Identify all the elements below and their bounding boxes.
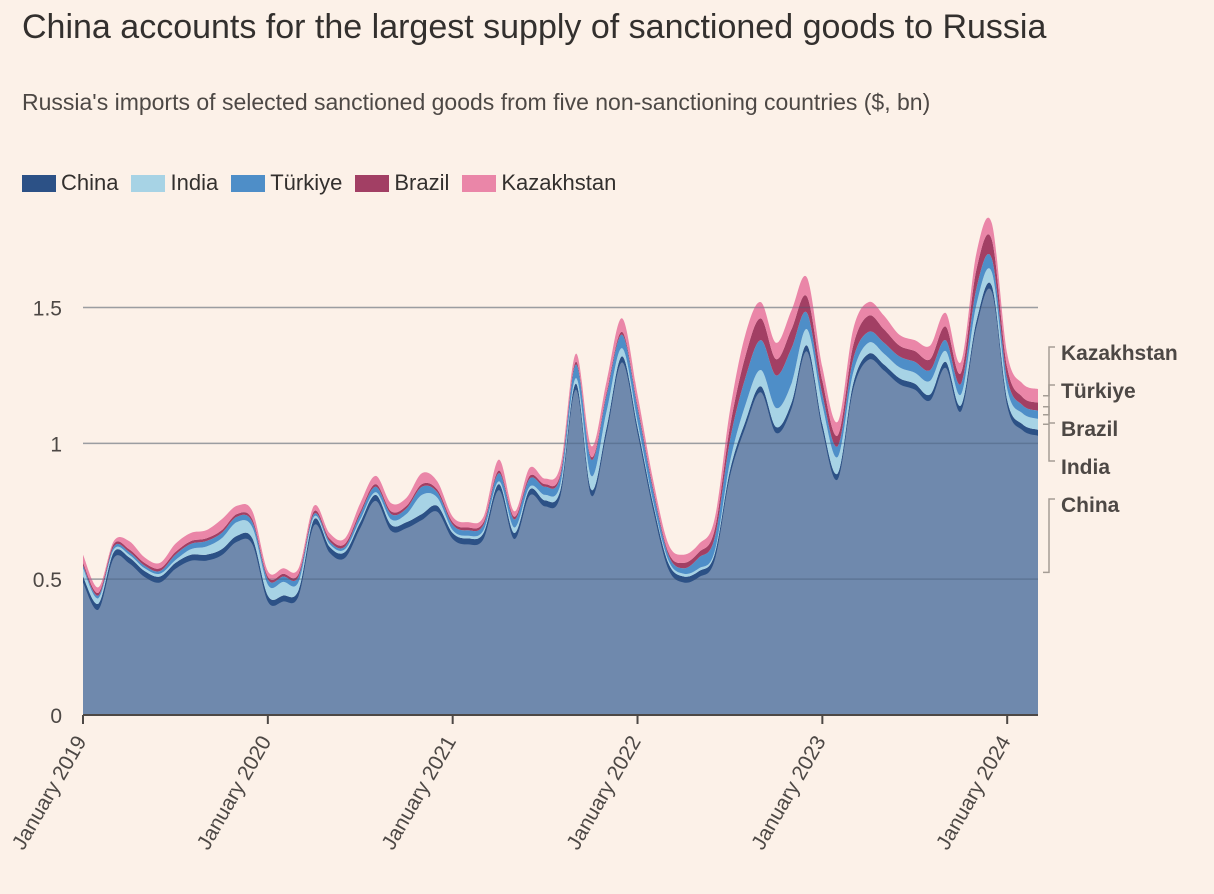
legend-label-india: India (170, 170, 219, 195)
end-label-kazakhstan: Kazakhstan (1061, 342, 1178, 365)
y-tick-label: 1 (50, 433, 62, 456)
legend-item-china: China (22, 170, 118, 196)
end-label-brazil: Brazil (1061, 418, 1118, 441)
legend-label-brazil: Brazil (394, 170, 450, 195)
legend-swatch-india (131, 174, 166, 192)
end-label-china: China (1061, 494, 1120, 517)
x-tick-label: January 2024 (932, 732, 1016, 854)
area-china-body (83, 288, 1038, 715)
end-label-india: India (1061, 456, 1110, 479)
end-label-connector (1043, 346, 1055, 397)
legend-item-india: India (131, 170, 218, 196)
legend-swatch-turkiye (231, 174, 266, 192)
y-tick-label: 0.5 (33, 569, 62, 592)
legend-label-kazakhstan: Kazakhstan (501, 170, 617, 195)
end-labels: Kazakhstan Türkiye Brazil India China (1043, 342, 1178, 574)
end-label-connector (1043, 384, 1055, 416)
legend-swatch-brazil (355, 174, 390, 192)
legend-item-turkiye: Türkiye (231, 170, 342, 196)
x-tick-label: January 2019 (8, 732, 92, 854)
y-tick-label: 0 (50, 705, 62, 728)
x-tick-label: January 2022 (562, 732, 646, 854)
area-series (83, 217, 1038, 715)
chart-legend: China India Türkiye Brazil Kazakhstan (22, 170, 629, 196)
x-tick-label: January 2020 (193, 732, 277, 854)
end-label-trkiye: Türkiye (1061, 380, 1136, 403)
legend-item-kazakhstan: Kazakhstan (462, 170, 616, 196)
legend-label-turkiye: Türkiye (270, 170, 343, 195)
legend-label-china: China (61, 170, 119, 195)
chart-title: China accounts for the largest supply of… (22, 8, 1047, 46)
axes: January 2019 January 2020 January 2021 Janu… (8, 714, 1038, 854)
x-tick-label: January 2023 (747, 732, 831, 854)
legend-item-brazil: Brazil (355, 170, 449, 196)
y-tick-label: 1.5 (33, 298, 62, 321)
end-label-connector (1043, 498, 1055, 574)
legend-swatch-china (22, 174, 56, 192)
legend-swatch-kazakhstan (462, 174, 497, 192)
x-tick-label: January 2021 (377, 732, 461, 854)
area-trkiye (83, 253, 1038, 599)
end-label-connector (1043, 423, 1055, 462)
area-india (83, 268, 1038, 605)
end-label-connector (1043, 405, 1055, 424)
chart-subtitle: Russia's imports of selected sanctioned … (22, 89, 931, 115)
area-china (83, 282, 1038, 715)
